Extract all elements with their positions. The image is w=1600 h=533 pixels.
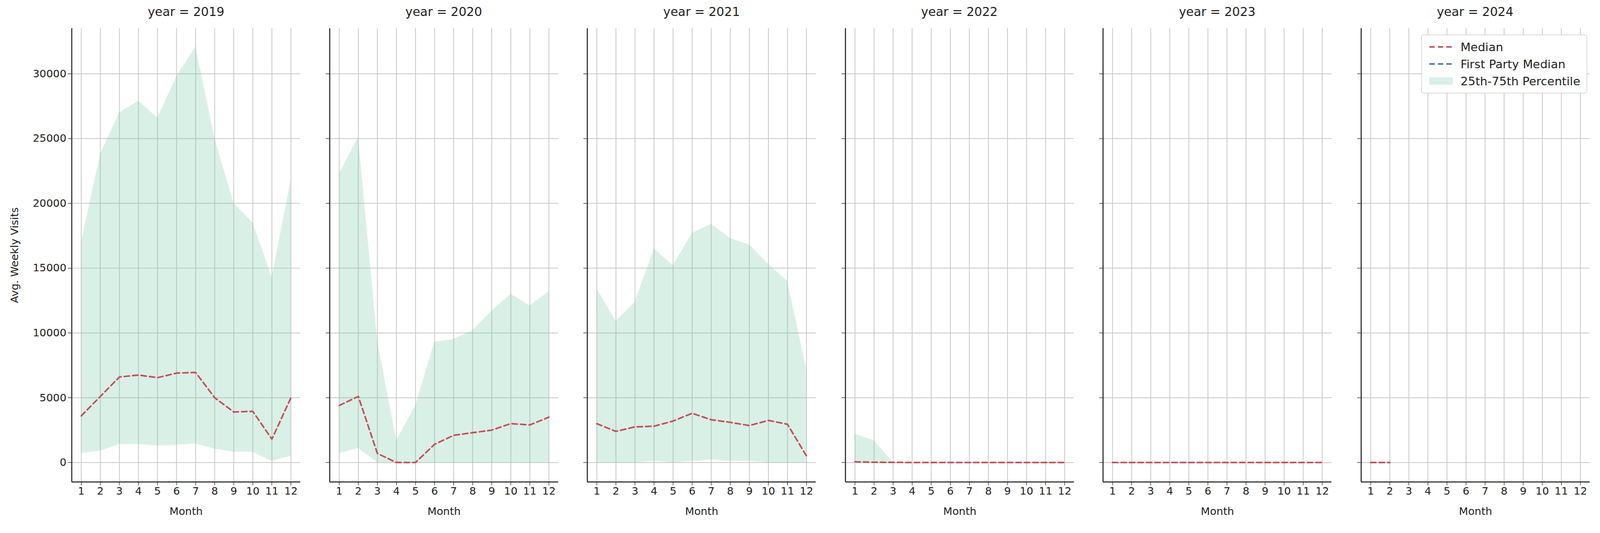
html-text:year = 2022: year = 2022 [921,4,998,19]
svg-text:7: 7 [707,485,715,498]
svg-text:8: 8 [469,485,477,498]
html-text:year = 2021: year = 2021 [663,4,740,19]
svg-text:3: 3 [889,485,897,498]
svg-text:1: 1 [1366,485,1374,498]
svg-text:6: 6 [689,485,696,498]
html-text:Median: Median [1460,40,1504,54]
svg-text:2: 2 [1386,485,1394,498]
svg-text:1: 1 [1109,485,1117,498]
svg-text:5: 5 [411,485,419,498]
svg-text:2: 2 [870,485,878,498]
svg-text:12: 12 [541,485,556,498]
svg-text:7: 7 [192,485,199,498]
svg-text:Month: Month [1458,505,1492,518]
svg-text:11: 11 [780,485,795,498]
svg-text:10: 10 [1535,485,1549,498]
svg-text:12: 12 [1315,485,1330,498]
svg-text:1: 1 [851,485,859,498]
svg-text:10: 10 [1019,485,1034,498]
svg-text:12: 12 [1573,485,1587,498]
svg-text:11: 11 [523,485,537,498]
svg-text:6: 6 [173,485,181,498]
svg-text:4: 4 [650,485,658,498]
svg-text:Month: Month [1201,505,1235,518]
svg-text:2: 2 [1128,485,1136,498]
svg-text:8: 8 [1500,485,1508,498]
svg-text:9: 9 [1261,485,1269,498]
svg-text:1: 1 [77,485,85,498]
svg-text:7: 7 [450,485,458,498]
svg-text:8: 8 [1242,485,1250,498]
svg-text:10: 10 [504,485,518,498]
svg-text:5: 5 [927,485,935,498]
svg-text:20000: 20000 [32,197,67,210]
svg-text:12: 12 [1057,485,1071,498]
svg-text:5: 5 [1185,485,1193,498]
svg-text:2: 2 [354,485,362,498]
svg-text:7: 7 [965,485,973,498]
svg-text:3: 3 [116,485,124,498]
svg-text:5000: 5000 [39,392,67,405]
html-text:First Party Median: First Party Median [1460,57,1566,71]
svg-text:8: 8 [726,485,734,498]
svg-text:Month: Month [169,505,203,518]
svg-text:3: 3 [1405,485,1413,498]
svg-text:Month: Month [685,505,719,518]
svg-text:5: 5 [1443,485,1451,498]
svg-text:1: 1 [593,485,601,498]
svg-text:10: 10 [761,485,775,498]
svg-text:11: 11 [1296,485,1310,498]
svg-text:6: 6 [1204,485,1212,498]
svg-text:2: 2 [97,485,104,498]
svg-text:12: 12 [800,485,814,498]
svg-text:9: 9 [746,485,754,498]
svg-text:7: 7 [1481,485,1489,498]
svg-text:9: 9 [488,485,495,498]
html-text:year = 2023: year = 2023 [1178,4,1256,19]
svg-text:6: 6 [430,485,438,498]
svg-text:25000: 25000 [32,132,67,145]
svg-text:1: 1 [336,485,343,498]
svg-text:4: 4 [393,485,400,498]
svg-text:3: 3 [631,485,639,498]
svg-text:6: 6 [946,485,954,498]
svg-text:9: 9 [1003,485,1011,498]
svg-text:11: 11 [265,485,279,498]
svg-text:4: 4 [1424,485,1432,498]
svg-text:2: 2 [612,485,620,498]
svg-text:4: 4 [134,485,142,498]
svg-text:11: 11 [1554,485,1568,498]
svg-text:5: 5 [154,485,162,498]
svg-text:0: 0 [59,456,67,469]
svg-text:7: 7 [1223,485,1231,498]
html-text:25th-75th Percentile: 25th-75th Percentile [1460,74,1581,88]
svg-text:9: 9 [230,485,238,498]
svg-text:15000: 15000 [32,261,67,275]
svg-text:Avg. Weekly Visits: Avg. Weekly Visits [8,207,21,304]
svg-text:11: 11 [1038,485,1052,498]
svg-text:12: 12 [284,485,298,498]
svg-text:6: 6 [1462,485,1470,498]
html-text:year = 2020: year = 2020 [405,4,483,19]
html-text:year = 2024: year = 2024 [1436,4,1514,19]
svg-text:3: 3 [1147,485,1155,498]
html-text:year = 2019: year = 2019 [147,4,225,19]
svg-text:10000: 10000 [32,326,67,340]
svg-text:4: 4 [1166,485,1174,498]
svg-text:10: 10 [1277,485,1291,498]
svg-text:8: 8 [211,485,219,498]
svg-text:10: 10 [245,485,260,498]
svg-text:3: 3 [373,485,381,498]
svg-text:30000: 30000 [32,67,67,80]
svg-text:8: 8 [985,485,992,498]
svg-text:5: 5 [669,485,677,498]
svg-text:Month: Month [942,505,976,518]
svg-text:9: 9 [1519,485,1527,498]
svg-text:4: 4 [908,485,916,498]
svg-text:Month: Month [427,505,461,518]
